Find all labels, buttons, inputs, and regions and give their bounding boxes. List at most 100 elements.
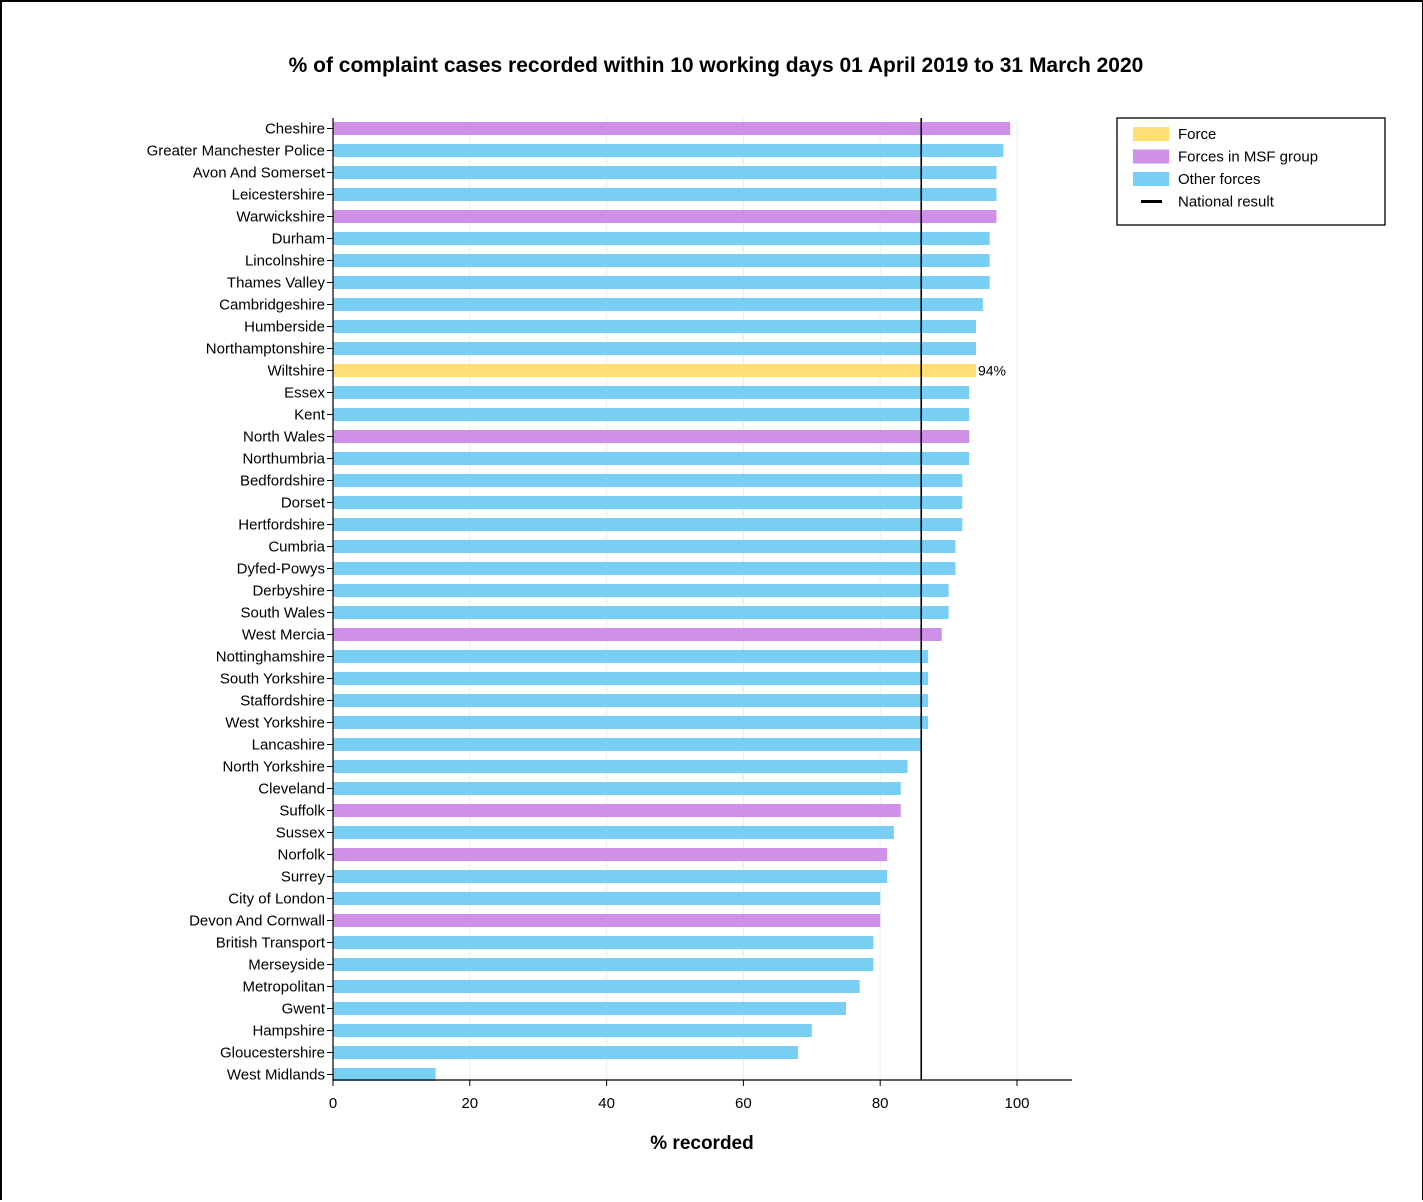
category-label: South Yorkshire: [220, 671, 325, 688]
bar-greater-manchester-police: [333, 144, 1004, 157]
category-label: Lancashire: [252, 737, 325, 754]
category-label: British Transport: [216, 935, 326, 952]
bar-merseyside: [333, 958, 874, 971]
bar-surrey: [333, 870, 888, 883]
bar-south-wales: [333, 606, 949, 619]
category-label: Durham: [272, 231, 325, 248]
category-label: West Midlands: [227, 1067, 325, 1084]
category-label: Gloucestershire: [220, 1045, 325, 1062]
bar-gwent: [333, 1002, 846, 1015]
legend-swatch-force: [1133, 127, 1169, 141]
bar-humberside: [333, 320, 976, 333]
bar-gloucestershire: [333, 1046, 799, 1059]
bar-norfolk: [333, 848, 888, 861]
category-labels: Cheshire Greater Manchester Police Avon An…: [147, 121, 1006, 1084]
bar-devon-and-cornwall: [333, 914, 881, 927]
category-label: Leicestershire: [232, 187, 325, 204]
legend-label: National result: [1178, 194, 1275, 211]
category-label: Staffordshire: [240, 693, 325, 710]
category-label: West Mercia: [242, 627, 326, 644]
category-label: Sussex: [276, 825, 326, 842]
bar-city-of-london: [333, 892, 881, 905]
category-label: Cleveland: [258, 781, 325, 798]
bar-cheshire: [333, 122, 1011, 135]
category-label: South Wales: [241, 605, 326, 622]
category-label: Lincolnshire: [245, 253, 325, 270]
category-label: City of London: [228, 891, 325, 908]
bar-lancashire: [333, 738, 922, 751]
x-tick-label: 80: [872, 1095, 889, 1112]
bar-avon-and-somerset: [333, 166, 997, 179]
x-tick-label: 20: [461, 1095, 478, 1112]
bar-leicestershire: [333, 188, 997, 201]
bar-staffordshire: [333, 694, 929, 707]
category-label: Gwent: [282, 1001, 326, 1018]
bar-hampshire: [333, 1024, 812, 1037]
bar-lincolnshire: [333, 254, 990, 267]
category-label: Nottinghamshire: [216, 649, 325, 666]
category-label: Derbyshire: [252, 583, 325, 600]
bar-dorset: [333, 496, 963, 509]
category-label: Suffolk: [279, 803, 325, 820]
category-label: Hampshire: [252, 1023, 325, 1040]
category-label: Merseyside: [248, 957, 325, 974]
bar-cumbria: [333, 540, 956, 553]
bar-kent: [333, 408, 970, 421]
category-label: Wiltshire: [267, 363, 325, 380]
category-label: Metropolitan: [242, 979, 325, 996]
x-tick-label: 60: [735, 1095, 752, 1112]
x-tick-label: 40: [598, 1095, 615, 1112]
category-label: Cumbria: [268, 539, 325, 556]
category-label: Devon And Cornwall: [189, 913, 325, 930]
bar-northamptonshire: [333, 342, 976, 355]
bar-south-yorkshire: [333, 672, 929, 685]
bar-north-yorkshire: [333, 760, 908, 773]
category-label: Thames Valley: [227, 275, 326, 292]
force-value-label: 94%: [978, 363, 1006, 379]
category-label: Greater Manchester Police: [147, 143, 325, 160]
bar-cambridgeshire: [333, 298, 983, 311]
x-tick-label: 100: [1004, 1095, 1029, 1112]
category-label: Surrey: [281, 869, 326, 886]
category-label: Warwickshire: [236, 209, 325, 226]
category-label: Cambridgeshire: [219, 297, 325, 314]
bar-northumbria: [333, 452, 970, 465]
legend: Force Forces in MSF group Other forces Nati…: [1116, 117, 1386, 226]
bar-sussex: [333, 826, 894, 839]
legend-label: Other forces: [1178, 171, 1261, 188]
bar-north-wales: [333, 430, 970, 443]
bar-west-midlands: [333, 1068, 436, 1081]
bar-warwickshire: [333, 210, 997, 223]
category-label: Northamptonshire: [206, 341, 325, 358]
bar-bedfordshire: [333, 474, 963, 487]
category-label: Hertfordshire: [238, 517, 325, 534]
category-label: North Yorkshire: [222, 759, 325, 776]
category-label: Dyfed-Powys: [237, 561, 325, 578]
category-label: Avon And Somerset: [193, 165, 326, 182]
x-axis-title: % recorded: [650, 1133, 753, 1154]
bar-west-yorkshire: [333, 716, 929, 729]
legend-label: Forces in MSF group: [1178, 149, 1318, 166]
category-label: Humberside: [244, 319, 325, 336]
bar-wiltshire: [333, 364, 976, 377]
category-label: Dorset: [281, 495, 326, 512]
bar-durham: [333, 232, 990, 245]
bar-dyfed-powys: [333, 562, 956, 575]
category-label: North Wales: [243, 429, 325, 446]
bar-west-mercia: [333, 628, 942, 641]
category-label: Norfolk: [277, 847, 325, 864]
bar-suffolk: [333, 804, 901, 817]
chart-title: % of complaint cases recorded within 10 …: [289, 54, 1144, 77]
bar-british-transport: [333, 936, 874, 949]
bar-essex: [333, 386, 970, 399]
category-label: Kent: [294, 407, 326, 424]
legend-items: Force Forces in MSF group Other forces Nati…: [1133, 126, 1318, 211]
bar-metropolitan: [333, 980, 860, 993]
category-label: West Yorkshire: [225, 715, 325, 732]
bar-cleveland: [333, 782, 901, 795]
bar-thames-valley: [333, 276, 990, 289]
legend-swatch-msf: [1133, 149, 1169, 164]
bar-nottinghamshire: [333, 650, 929, 663]
axes: 0 20 40 60 80 100: [327, 118, 1072, 1112]
